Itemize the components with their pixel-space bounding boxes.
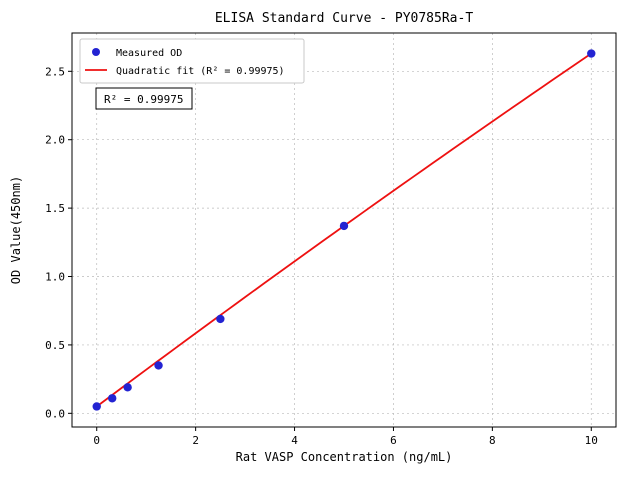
x-tick-label: 8 xyxy=(489,434,496,447)
y-tick-label: 0.0 xyxy=(45,407,65,420)
x-tick-label: 10 xyxy=(585,434,598,447)
data-point-measured-od xyxy=(339,221,349,231)
x-tick-label: 0 xyxy=(93,434,100,447)
legend-marker-dot-icon xyxy=(92,48,100,56)
y-tick-label: 2.0 xyxy=(45,134,65,147)
data-point-measured-od xyxy=(123,383,132,392)
data-point-measured-od xyxy=(108,394,117,403)
r-squared-annotation-box xyxy=(95,87,193,110)
legend-label-measured-od: Measured OD xyxy=(116,48,182,59)
plot-border xyxy=(71,32,617,428)
x-tick-label: 6 xyxy=(390,434,397,447)
x-tick-label: 4 xyxy=(291,434,298,447)
legend-box xyxy=(79,38,305,84)
legend-label-quadratic-fit: Quadratic fit (R² = 0.99975) xyxy=(116,66,285,77)
data-point-measured-od xyxy=(92,402,101,411)
y-tick-label: 2.5 xyxy=(45,65,65,78)
y-axis-label: OD Value(450nm) xyxy=(9,176,23,284)
chart-title: ELISA Standard Curve - PY0785Ra-T xyxy=(215,11,473,26)
data-point-measured-od xyxy=(216,314,225,324)
y-tick-label: 1.0 xyxy=(45,271,65,284)
x-axis-label: Rat VASP Concentration (ng/mL) xyxy=(236,450,453,464)
data-point-measured-od xyxy=(587,49,596,58)
y-tick-label: 1.5 xyxy=(45,202,65,215)
data-point-measured-od xyxy=(154,361,163,370)
r-squared-annotation-text: R² = 0.99975 xyxy=(104,93,183,106)
y-tick-label: 0.5 xyxy=(45,339,65,352)
x-tick-label: 2 xyxy=(192,434,199,447)
